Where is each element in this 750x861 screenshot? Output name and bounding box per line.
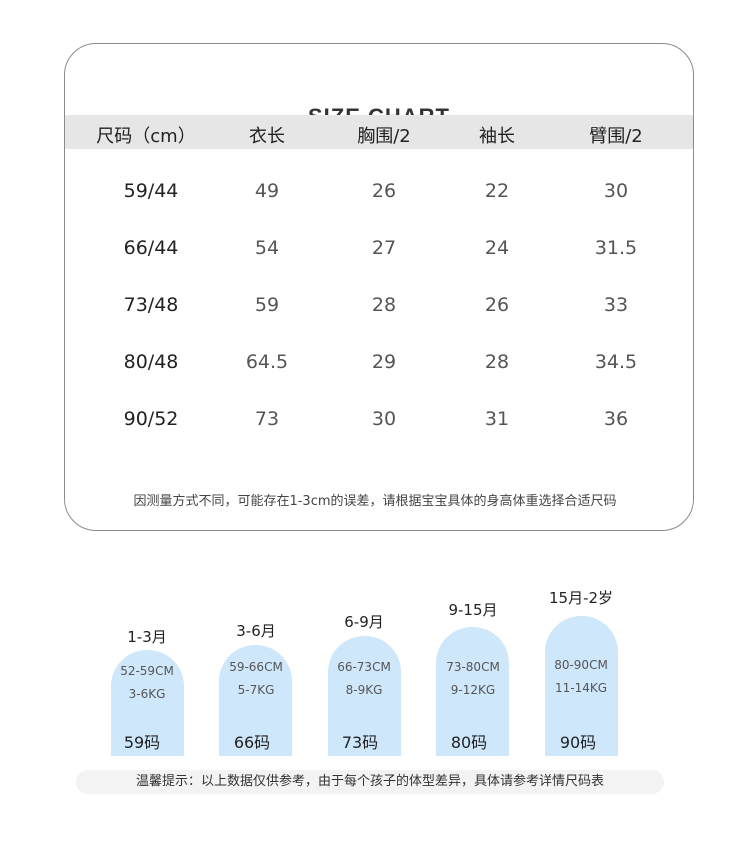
table-cell: 64.5 [245,351,289,373]
height-range: 59-66CM [229,660,283,674]
table-cell: 73 [254,408,280,430]
age-label: 6-9月 [344,613,384,631]
table-cell: 49 [254,180,280,202]
age-label: 3-6月 [236,622,276,640]
measurement-note: 因测量方式不同，可能存在1-3cm的误差，请根据宝宝具体的身高体重选择合适尺码 [133,494,617,509]
size-bar-66 [219,645,292,756]
table-cell: 80/48 [123,351,179,373]
table-cell: 30 [603,180,629,202]
table-cell: 33 [603,294,629,316]
table-cell: 73/48 [123,294,179,316]
table-cell: 24 [484,237,510,259]
weight-range: 9-12KG [450,683,496,697]
table-cell: 22 [484,180,510,202]
size-code: 73码 [341,733,379,752]
table-cell: 34.5 [594,351,638,373]
table-cell: 29 [371,351,397,373]
header-length: 衣长 [249,126,285,147]
size-code: 66码 [233,733,271,752]
table-cell: 31 [484,408,510,430]
header-chest: 胸围/2 [357,126,411,147]
table-cell: 27 [371,237,397,259]
table-cell: 26 [371,180,397,202]
height-range: 52-59CM [120,664,174,678]
table-cell: 90/52 [123,408,179,430]
table-header-band [65,115,693,149]
size-code: 80码 [450,733,488,752]
size-bar-73 [328,636,401,756]
height-range: 80-90CM [554,658,608,672]
table-cell: 36 [603,408,629,430]
table-cell: 66/44 [123,237,179,259]
size-code: 59码 [123,733,161,752]
size-bar-80 [436,627,509,756]
header-sleeve: 袖长 [479,126,515,147]
header-arm: 臂围/2 [589,126,643,147]
tip-banner: 温馨提示：以上数据仅供参考，由于每个孩子的体型差异，具体请参考详情尺码表 [76,770,664,794]
header-size: 尺码（cm） [96,126,196,147]
age-label: 15月-2岁 [548,589,614,607]
age-label: 1-3月 [127,628,167,646]
table-cell: 30 [371,408,397,430]
weight-range: 11-14KG [554,681,608,695]
age-label: 9-15月 [448,601,498,619]
table-cell: 28 [484,351,510,373]
table-cell: 59/44 [123,180,179,202]
size-bar-90 [545,616,618,756]
table-cell: 26 [484,294,510,316]
weight-range: 8-9KG [345,683,383,697]
weight-range: 5-7KG [237,683,275,697]
table-cell: 54 [254,237,280,259]
size-code: 90码 [559,733,597,752]
weight-range: 3-6KG [128,687,166,701]
table-cell: 28 [371,294,397,316]
size-bar-59 [111,650,184,756]
height-range: 73-80CM [446,660,500,674]
table-cell: 31.5 [594,237,638,259]
table-cell: 59 [254,294,280,316]
height-range: 66-73CM [337,660,391,674]
